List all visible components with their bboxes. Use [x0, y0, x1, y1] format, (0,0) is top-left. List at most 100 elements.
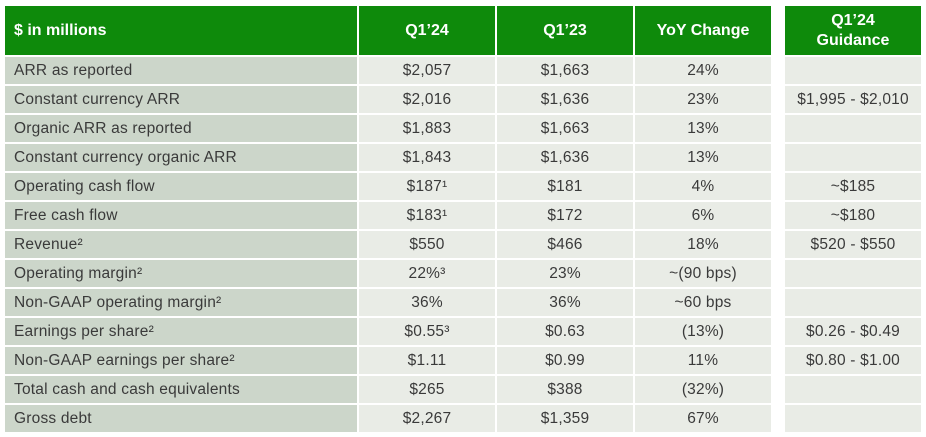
guidance-header-row: Q1’24 Guidance: [785, 6, 921, 55]
yoy-value-cell: 13%: [635, 115, 771, 142]
metric-cell: Operating margin²: [5, 260, 357, 287]
metric-column-header: $ in millions: [5, 6, 357, 55]
guidance-value-cell: $0.26 - $0.49: [785, 318, 921, 345]
guidance-value-cell: [785, 376, 921, 403]
q1-23-value-cell: $1,636: [497, 144, 633, 171]
q1-23-value-cell: $1,636: [497, 86, 633, 113]
q1-24-value-cell: $0.55³: [359, 318, 495, 345]
table-body: ARR as reported $2,057 $1,663 24% Constant c…: [5, 57, 771, 432]
guidance-row: $1,995 - $2,010: [785, 86, 921, 113]
table-row: Total cash and cash equivalents $265 $388(…: [5, 376, 771, 403]
guidance-value-cell: [785, 405, 921, 432]
q1-23-value-cell: $1,359: [497, 405, 633, 432]
q1-23-value-cell: 23%: [497, 260, 633, 287]
metric-cell: Constant currency organic ARR: [5, 144, 357, 171]
yoy-value-cell: 23%: [635, 86, 771, 113]
table-row: Constant currency organic ARR $1,843 $1,63…: [5, 144, 771, 171]
q1-23-value-cell: $0.99: [497, 347, 633, 374]
guidance-header: Q1’24 Guidance: [785, 6, 921, 55]
q1-23-column-header: Q1’23: [497, 6, 633, 55]
yoy-value-cell: 67%: [635, 405, 771, 432]
guidance-value-cell: $1,995 - $2,010: [785, 86, 921, 113]
guidance-value-cell: [785, 115, 921, 142]
guidance-value-cell: ~$180: [785, 202, 921, 229]
guidance-body: $1,995 - $2,010 ~$185 ~$180 $520 - $550 $0.2…: [785, 57, 921, 432]
guidance-row: ~$180: [785, 202, 921, 229]
q1-23-value-cell: 36%: [497, 289, 633, 316]
table-row: Non-GAAP earnings per share² $1.11 $0.99 11…: [5, 347, 771, 374]
guidance-row: [785, 144, 921, 171]
q1-23-value-cell: $0.63: [497, 318, 633, 345]
guidance-value-cell: $520 - $550: [785, 231, 921, 258]
yoy-change-column-header: YoY Change: [635, 6, 771, 55]
metric-cell: ARR as reported: [5, 57, 357, 84]
guidance-row: [785, 405, 921, 432]
yoy-value-cell: (13%): [635, 318, 771, 345]
q1-24-value-cell: $1,883: [359, 115, 495, 142]
yoy-value-cell: (32%): [635, 376, 771, 403]
table-row: Free cash flow $183¹ $172 6%: [5, 202, 771, 229]
guidance-value-cell: [785, 144, 921, 171]
q1-24-value-cell: $183¹: [359, 202, 495, 229]
yoy-value-cell: ~60 bps: [635, 289, 771, 316]
guidance-value-cell: [785, 260, 921, 287]
guidance-value-cell: [785, 289, 921, 316]
metric-cell: Operating cash flow: [5, 173, 357, 200]
metric-cell: Revenue²: [5, 231, 357, 258]
q1-23-value-cell: $181: [497, 173, 633, 200]
q1-24-value-cell: $2,057: [359, 57, 495, 84]
yoy-value-cell: 18%: [635, 231, 771, 258]
q1-24-value-cell: $2,267: [359, 405, 495, 432]
guidance-column-header: Q1’24 Guidance: [785, 6, 921, 55]
q1-24-value-cell: 36%: [359, 289, 495, 316]
yoy-value-cell: 13%: [635, 144, 771, 171]
guidance-row: [785, 289, 921, 316]
table-row: Organic ARR as reported $1,883 $1,663 13%: [5, 115, 771, 142]
q1-24-column-header: Q1’24: [359, 6, 495, 55]
metric-cell: Organic ARR as reported: [5, 115, 357, 142]
guidance-row: [785, 115, 921, 142]
q1-24-value-cell: $2,016: [359, 86, 495, 113]
q1-23-value-cell: $1,663: [497, 57, 633, 84]
guidance-value-cell: ~$185: [785, 173, 921, 200]
guidance-row: $0.80 - $1.00: [785, 347, 921, 374]
metric-cell: Gross debt: [5, 405, 357, 432]
table-row: Non-GAAP operating margin² 36% 36% ~60 bps: [5, 289, 771, 316]
table-row: Operating cash flow $187¹ $181 4%: [5, 173, 771, 200]
guidance-row: [785, 57, 921, 84]
metric-cell: Free cash flow: [5, 202, 357, 229]
table-row: Gross debt $2,267 $1,359 67%: [5, 405, 771, 432]
yoy-value-cell: 24%: [635, 57, 771, 84]
guidance-table: Q1’24 Guidance $1,995 - $2,010 ~$185 ~$180…: [783, 4, 923, 434]
metric-cell: Total cash and cash equivalents: [5, 376, 357, 403]
q1-23-value-cell: $172: [497, 202, 633, 229]
metric-cell: Non-GAAP earnings per share²: [5, 347, 357, 374]
table-row: Earnings per share² $0.55³ $0.63 (13%): [5, 318, 771, 345]
guidance-row: [785, 260, 921, 287]
table-row: Constant currency ARR $2,016 $1,636 23%: [5, 86, 771, 113]
yoy-value-cell: 11%: [635, 347, 771, 374]
guidance-row: $0.26 - $0.49: [785, 318, 921, 345]
guidance-row: ~$185: [785, 173, 921, 200]
q1-24-value-cell: 22%³: [359, 260, 495, 287]
q1-23-value-cell: $1,663: [497, 115, 633, 142]
guidance-row: [785, 376, 921, 403]
metric-cell: Non-GAAP operating margin²: [5, 289, 357, 316]
guidance-value-cell: [785, 57, 921, 84]
q1-24-value-cell: $1.11: [359, 347, 495, 374]
table-row: Operating margin² 22%³ 23% ~(90 bps): [5, 260, 771, 287]
table-header: $ in millions Q1’24 Q1’23 YoY Change: [5, 6, 771, 55]
yoy-value-cell: 6%: [635, 202, 771, 229]
q1-24-value-cell: $187¹: [359, 173, 495, 200]
q1-24-value-cell: $265: [359, 376, 495, 403]
financial-metrics-table: $ in millions Q1’24 Q1’23 YoY Change ARR…: [3, 4, 773, 434]
guidance-value-cell: $0.80 - $1.00: [785, 347, 921, 374]
guidance-row: $520 - $550: [785, 231, 921, 258]
table-row: ARR as reported $2,057 $1,663 24%: [5, 57, 771, 84]
table-row: Revenue² $550 $466 18%: [5, 231, 771, 258]
yoy-value-cell: ~(90 bps): [635, 260, 771, 287]
q1-24-value-cell: $550: [359, 231, 495, 258]
metric-cell: Constant currency ARR: [5, 86, 357, 113]
q1-24-value-cell: $1,843: [359, 144, 495, 171]
yoy-value-cell: 4%: [635, 173, 771, 200]
